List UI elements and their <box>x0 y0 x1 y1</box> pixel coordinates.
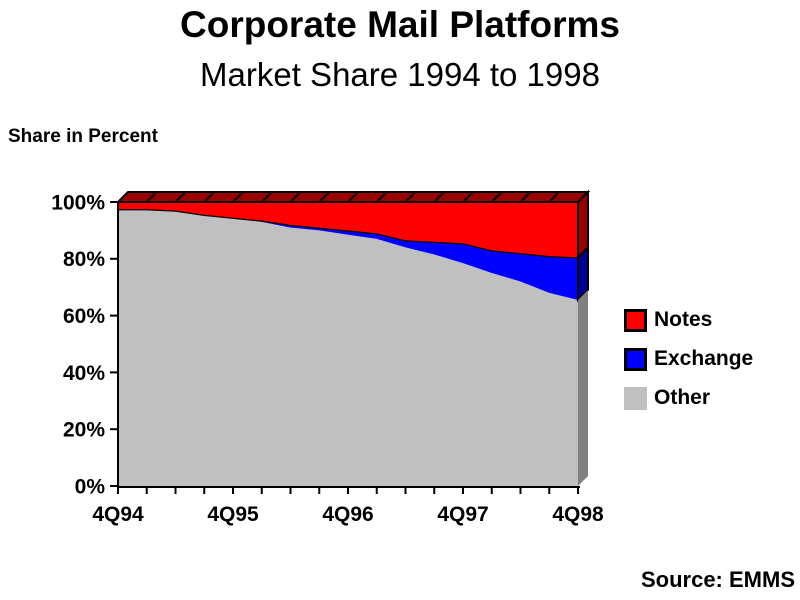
y-axis: 0% 20% 40% 60% 80% 100% <box>51 191 119 498</box>
area-other <box>118 209 578 486</box>
y-tick-label: 60% <box>63 305 105 328</box>
legend-label: Exchange <box>654 347 754 370</box>
ribbon-3d <box>115 191 591 203</box>
x-tick-label: 4Q97 <box>437 503 488 526</box>
legend-label: Other <box>654 386 711 409</box>
legend-swatch-exchange <box>624 347 647 371</box>
source-note: Source: EMMS <box>640 567 795 592</box>
x-tick-label: 4Q96 <box>322 503 373 526</box>
legend-swatch-other <box>624 386 647 410</box>
legend-swatch-notes <box>624 308 647 332</box>
chart-subtitle: Market Share 1994 to 1998 <box>200 56 600 93</box>
x-tick-label: 4Q98 <box>552 503 604 526</box>
x-axis: 4Q94 4Q95 4Q96 4Q97 4Q98 <box>92 486 604 526</box>
side-face <box>577 189 589 486</box>
y-tick-label: 80% <box>63 248 105 271</box>
area-notes <box>118 202 578 258</box>
legend-item-other: Other <box>624 386 753 410</box>
y-tick-label: 20% <box>63 419 105 442</box>
y-tick-label: 0% <box>75 475 106 498</box>
legend-label: Notes <box>654 308 713 331</box>
legend: Notes Exchange Other <box>624 308 753 425</box>
legend-item-exchange: Exchange <box>624 347 753 371</box>
x-tick-label: 4Q94 <box>92 503 144 526</box>
chart-title: Corporate Mail Platforms <box>180 4 620 45</box>
legend-item-notes: Notes <box>624 308 753 332</box>
x-tick-label: 4Q95 <box>207 503 259 526</box>
y-axis-title: Share in Percent <box>8 126 158 147</box>
y-tick-label: 40% <box>63 362 105 385</box>
y-tick-label: 100% <box>51 191 105 214</box>
